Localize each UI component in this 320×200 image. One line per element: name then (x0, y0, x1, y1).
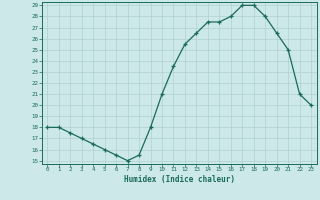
X-axis label: Humidex (Indice chaleur): Humidex (Indice chaleur) (124, 175, 235, 184)
